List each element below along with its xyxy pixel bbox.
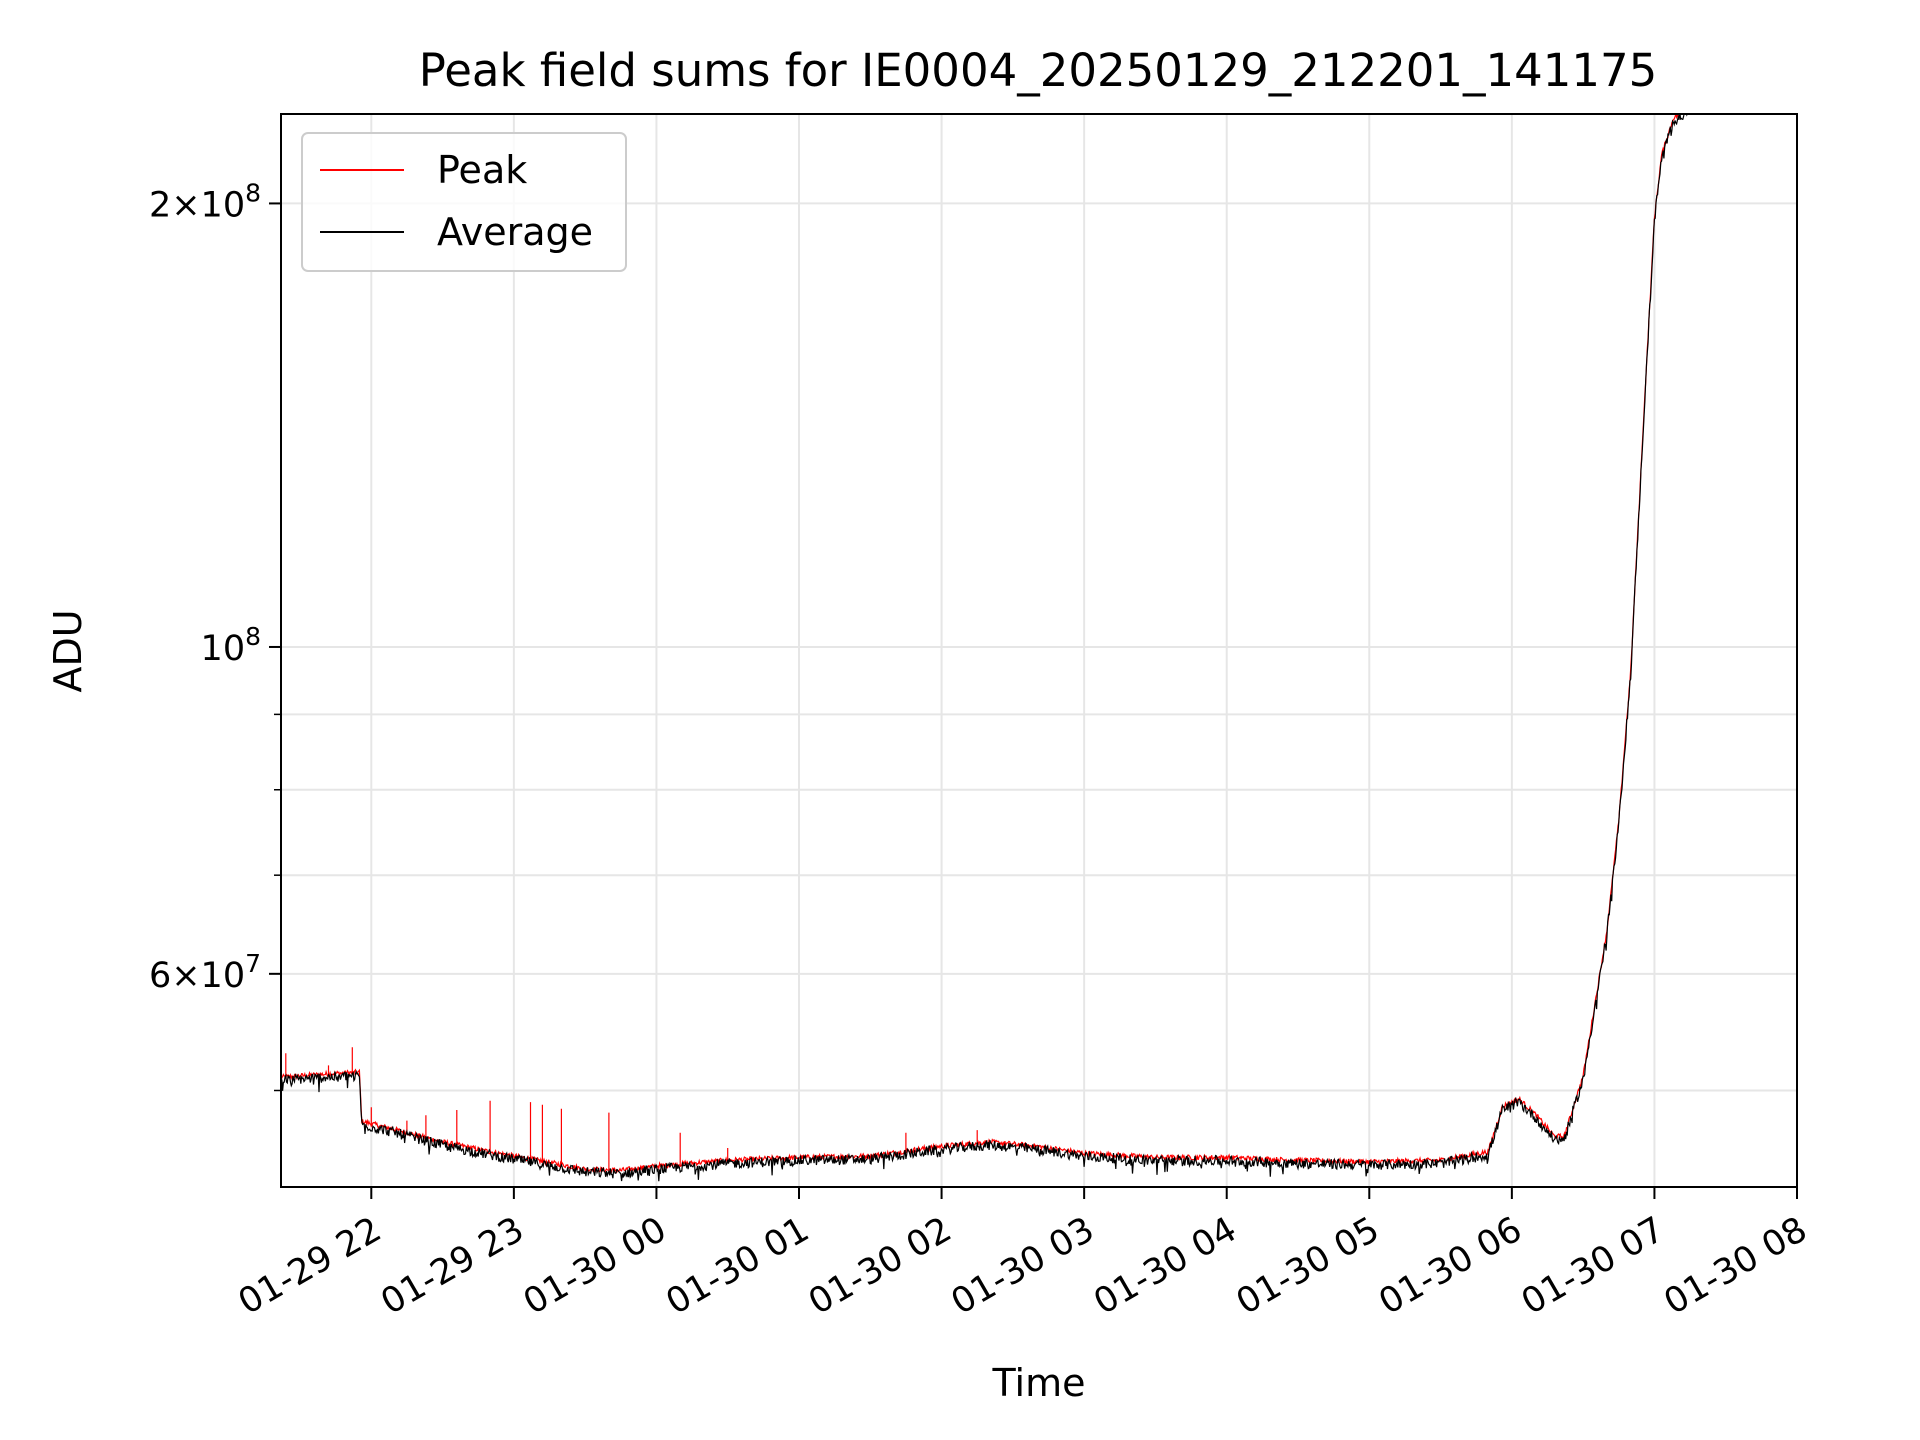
grid xyxy=(281,114,1797,1187)
series-line-average xyxy=(281,114,1689,1182)
legend-label-average: Average xyxy=(437,210,593,254)
y-tick-label: 6×107 xyxy=(149,949,261,996)
y-axis: 2×108 108 6×107 xyxy=(149,178,281,1092)
legend-box xyxy=(301,132,627,272)
y-tick-label: 108 xyxy=(201,622,261,669)
x-axis-label: Time xyxy=(992,1361,1086,1405)
legend-label-peak: Peak xyxy=(437,148,527,192)
plot-area xyxy=(281,114,1689,1182)
y-tick-label: 2×108 xyxy=(149,178,261,225)
chart-title: Peak field sums for IE0004_20250129_2122… xyxy=(419,44,1658,97)
y-axis-label: ADU xyxy=(46,609,90,692)
plot-frame xyxy=(280,113,1798,1188)
legend: Peak Average xyxy=(301,132,627,272)
